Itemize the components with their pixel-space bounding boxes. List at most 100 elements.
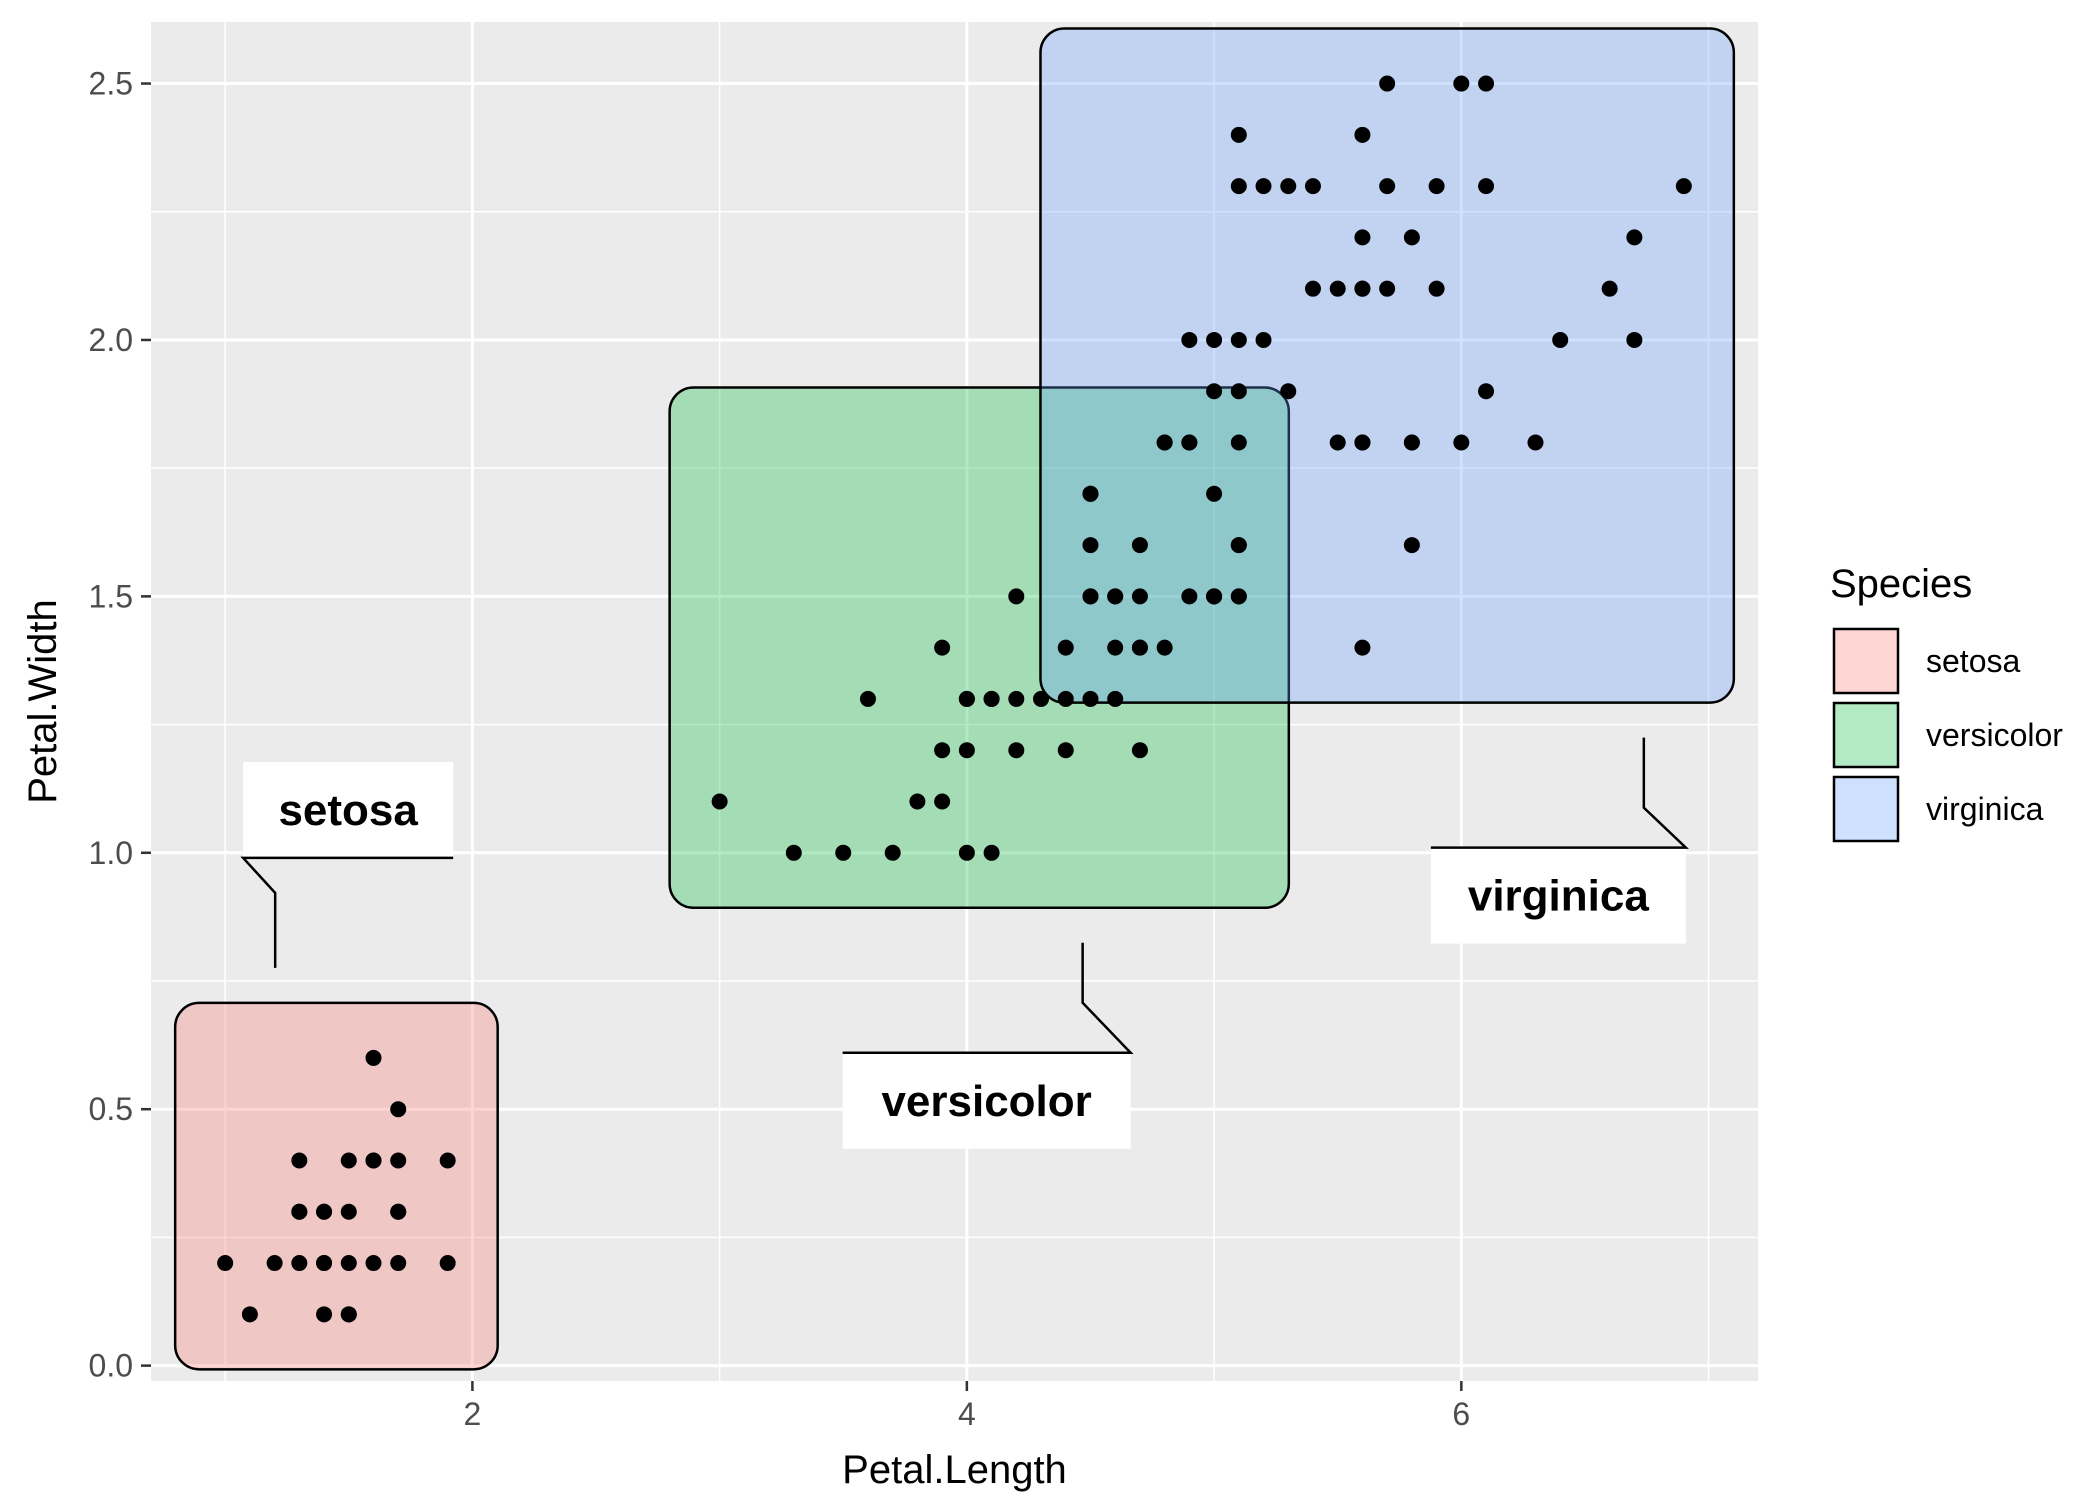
- point-virginica: [1255, 178, 1272, 195]
- point-virginica: [1255, 331, 1272, 348]
- callout-versicolor: versicolor: [842, 942, 1134, 1149]
- point-virginica: [1230, 178, 1247, 195]
- legend-key-bg: [1832, 627, 1900, 695]
- point-versicolor: [909, 793, 926, 810]
- point-setosa: [217, 1255, 234, 1272]
- point-virginica: [1354, 280, 1371, 297]
- point-virginica: [1354, 126, 1371, 143]
- callout-leader: [842, 942, 1134, 1055]
- point-setosa: [316, 1203, 333, 1220]
- point-versicolor: [958, 690, 975, 707]
- x-tick-label: 4: [958, 1396, 976, 1432]
- point-versicolor: [934, 639, 951, 656]
- callout-leader: [1430, 737, 1689, 849]
- point-setosa: [439, 1152, 456, 1169]
- point-virginica: [1379, 280, 1396, 297]
- point-virginica: [1601, 280, 1618, 297]
- point-versicolor: [1131, 742, 1148, 759]
- point-versicolor: [1156, 639, 1173, 656]
- region-setosa: [173, 1001, 499, 1371]
- legend-title: Species: [1830, 562, 1972, 606]
- point-setosa: [390, 1255, 407, 1272]
- point-virginica: [1428, 178, 1445, 195]
- point-setosa: [340, 1152, 357, 1169]
- x-tick-label: 2: [464, 1396, 482, 1432]
- point-versicolor: [1206, 485, 1223, 502]
- callout-box: [243, 761, 454, 858]
- point-virginica: [1403, 434, 1420, 451]
- point-versicolor: [1107, 639, 1124, 656]
- callout-label: virginica: [1468, 872, 1649, 921]
- callout-box: [842, 1052, 1131, 1149]
- y-tick-label: 0.0: [89, 1348, 133, 1384]
- point-versicolor: [1008, 690, 1025, 707]
- point-versicolor: [1131, 588, 1148, 605]
- point-setosa: [316, 1255, 333, 1272]
- point-virginica: [1230, 537, 1247, 554]
- y-tick-label: 0.5: [89, 1091, 133, 1127]
- x-tick-label: 6: [1452, 1396, 1470, 1432]
- point-virginica: [1304, 178, 1321, 195]
- point-virginica: [1403, 229, 1420, 246]
- y-axis-label: Petal.Width: [21, 599, 65, 804]
- point-versicolor: [859, 690, 876, 707]
- point-versicolor: [983, 844, 1000, 861]
- point-versicolor: [1082, 537, 1099, 554]
- legend-key-bg: [1832, 701, 1900, 769]
- legend-label-virginica: virginica: [1926, 791, 2044, 827]
- point-virginica: [1379, 75, 1396, 92]
- point-versicolor: [1033, 690, 1050, 707]
- point-setosa: [340, 1203, 357, 1220]
- point-virginica: [1329, 434, 1346, 451]
- point-setosa: [390, 1203, 407, 1220]
- point-setosa: [365, 1049, 382, 1066]
- legend-label-setosa: setosa: [1926, 643, 2020, 679]
- point-virginica: [1354, 434, 1371, 451]
- point-versicolor: [1107, 588, 1124, 605]
- point-virginica: [1478, 178, 1495, 195]
- legend: Species setosa versicolor virginica: [1830, 562, 2063, 843]
- legend-key-bg: [1832, 775, 1900, 843]
- point-virginica: [1206, 331, 1223, 348]
- point-versicolor: [958, 742, 975, 759]
- point-virginica: [1478, 383, 1495, 400]
- point-virginica: [1354, 229, 1371, 246]
- point-versicolor: [1008, 588, 1025, 605]
- point-versicolor: [1057, 639, 1074, 656]
- y-axis: 0.0 0.5 1.0 1.5 2.0 2.5: [89, 66, 151, 1384]
- point-versicolor: [958, 844, 975, 861]
- point-virginica: [1527, 434, 1544, 451]
- point-versicolor: [1082, 588, 1099, 605]
- species-callouts: setosa versicolor virginica: [240, 737, 1689, 1149]
- point-virginica: [1626, 229, 1643, 246]
- region-versicolor: [668, 386, 1291, 910]
- x-axis-label: Petal.Length: [842, 1448, 1067, 1492]
- point-virginica: [1453, 434, 1470, 451]
- point-setosa: [390, 1152, 407, 1169]
- point-setosa: [365, 1255, 382, 1272]
- point-versicolor: [1131, 537, 1148, 554]
- x-axis: 2 4 6: [464, 1381, 1470, 1432]
- point-setosa: [291, 1203, 308, 1220]
- point-virginica: [1354, 639, 1371, 656]
- legend-key-virginica: [1832, 775, 1900, 843]
- point-versicolor: [1181, 588, 1198, 605]
- point-virginica: [1675, 178, 1692, 195]
- legend-label-versicolor: versicolor: [1926, 717, 2063, 753]
- callout-virginica: virginica: [1430, 737, 1689, 944]
- point-setosa: [266, 1255, 283, 1272]
- point-virginica: [1478, 75, 1495, 92]
- y-tick-label: 2.0: [89, 322, 133, 358]
- point-virginica: [1453, 75, 1470, 92]
- point-setosa: [390, 1101, 407, 1118]
- region-virginica: [1039, 27, 1736, 704]
- callout-label: versicolor: [881, 1077, 1091, 1126]
- species-regions: [173, 27, 1736, 1371]
- legend-key-versicolor: [1832, 701, 1900, 769]
- point-versicolor: [1008, 742, 1025, 759]
- point-setosa: [291, 1152, 308, 1169]
- point-versicolor: [934, 793, 951, 810]
- point-versicolor: [1082, 690, 1099, 707]
- callout-label: setosa: [278, 786, 418, 835]
